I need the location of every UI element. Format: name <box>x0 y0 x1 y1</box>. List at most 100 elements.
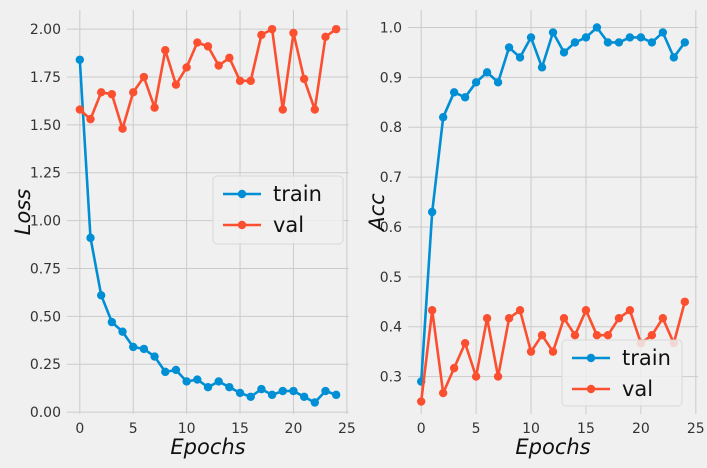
x-tick-label: 25 <box>687 421 705 437</box>
data-point-val <box>310 105 320 114</box>
data-point-val <box>427 306 437 315</box>
x-tick-label: 15 <box>577 421 595 437</box>
y-tick-label: 0.9 <box>380 70 402 86</box>
y-tick-label: 0.6 <box>380 220 402 236</box>
data-point-val <box>278 105 287 114</box>
y-tick-label: 1.00 <box>30 214 61 230</box>
data-point-train <box>118 327 127 336</box>
data-point-train <box>614 38 624 47</box>
data-point-train <box>129 342 138 352</box>
data-point-train <box>438 113 448 122</box>
data-point-val <box>321 32 330 42</box>
data-point-train <box>96 291 106 300</box>
data-point-val <box>214 61 223 70</box>
x-tick-label: 20 <box>285 421 303 437</box>
legend-marker-val <box>586 384 596 394</box>
data-point-train <box>548 28 558 37</box>
y-tick-label: 0.25 <box>30 357 61 373</box>
data-point-val <box>658 314 668 323</box>
data-point-val <box>118 124 127 133</box>
data-point-val <box>537 330 547 340</box>
data-point-val <box>548 347 558 356</box>
y-tick-label: 1.75 <box>30 70 61 86</box>
legend-label-val: val <box>622 377 653 401</box>
data-point-val <box>482 314 492 323</box>
data-point-train <box>460 93 470 102</box>
data-point-train <box>161 367 170 377</box>
legend-marker-train <box>237 189 247 199</box>
y-tick-label: 1.0 <box>380 20 402 36</box>
data-point-val <box>289 28 298 38</box>
y-tick-label: 0.00 <box>30 405 61 421</box>
loss-chart: 0.00 0.25 0.50 0.75 1.00 1.25 1.50 1.75 2.00 0 5 10… <box>11 10 356 459</box>
data-point-val <box>625 306 635 315</box>
data-point-train <box>139 344 149 354</box>
y-tick-label: 0.7 <box>380 170 402 186</box>
data-point-train <box>299 392 309 401</box>
data-point-train <box>658 28 668 37</box>
y-tick-label: 0.8 <box>380 120 402 136</box>
data-point-train <box>171 365 181 375</box>
x-axis-label: Epochs <box>170 435 245 459</box>
data-point-train <box>493 78 503 87</box>
legend-marker-train <box>586 353 596 363</box>
data-point-train <box>427 207 437 217</box>
y-tick-label: 1.25 <box>30 166 61 182</box>
data-point-train <box>86 233 95 243</box>
x-tick-label: 5 <box>129 421 138 437</box>
data-point-train <box>680 38 690 47</box>
data-point-train <box>246 392 255 401</box>
legend-label-train: train <box>622 346 671 370</box>
data-point-val <box>526 347 536 356</box>
data-point-val <box>614 314 624 323</box>
data-point-val <box>193 38 202 47</box>
data-point-train <box>150 352 159 361</box>
x-tick-label: 25 <box>338 421 356 437</box>
data-point-train <box>647 38 657 47</box>
legend-label-val: val <box>273 213 304 237</box>
x-tick-label: 0 <box>75 421 84 437</box>
data-point-train <box>515 53 525 62</box>
y-tick-label: 0.50 <box>30 309 61 325</box>
data-point-val <box>225 53 234 63</box>
data-point-val <box>235 76 245 86</box>
x-tick-label: 5 <box>472 421 481 437</box>
data-point-val <box>592 330 602 340</box>
data-point-train <box>278 386 287 396</box>
data-point-val <box>581 306 591 315</box>
x-axis-label: Epochs <box>515 435 590 459</box>
data-point-val <box>680 297 690 306</box>
data-point-train <box>625 33 635 42</box>
data-point-val <box>86 114 95 124</box>
data-point-val <box>96 88 106 97</box>
data-point-val <box>150 103 159 112</box>
data-point-val <box>331 24 341 34</box>
data-point-train <box>193 375 202 384</box>
data-point-train <box>214 377 223 386</box>
y-tick-label: 1.50 <box>30 118 61 134</box>
x-tick-label: 0 <box>417 421 426 437</box>
data-point-val <box>647 330 657 340</box>
data-point-train <box>581 33 591 42</box>
data-point-train <box>592 23 602 32</box>
data-point-train <box>257 384 266 394</box>
data-point-val <box>75 105 85 114</box>
y-tick-label: 0.75 <box>30 261 61 277</box>
x-tick-label: 15 <box>231 421 249 437</box>
data-point-train <box>603 38 613 47</box>
data-point-val <box>299 74 309 84</box>
data-point-train <box>235 388 245 398</box>
data-point-train <box>636 33 646 42</box>
data-point-train <box>289 386 298 396</box>
data-point-val <box>438 388 448 398</box>
data-point-train <box>321 386 330 396</box>
data-point-train <box>570 38 580 47</box>
legend-marker-val <box>237 220 247 230</box>
data-point-val <box>267 24 277 34</box>
y-tick-label: 0.4 <box>380 320 402 336</box>
data-point-val <box>416 397 426 406</box>
data-point-train <box>449 88 459 97</box>
data-point-train <box>504 43 514 52</box>
data-point-train <box>203 382 213 392</box>
data-point-train <box>107 317 117 327</box>
